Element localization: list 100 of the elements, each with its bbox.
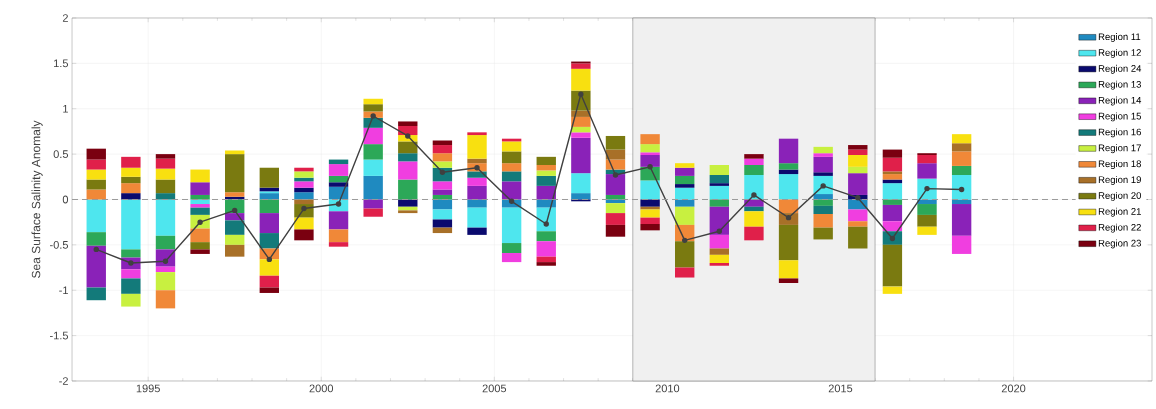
bar	[363, 199, 383, 209]
bar	[605, 174, 626, 195]
bar	[363, 127, 383, 145]
bar	[501, 253, 522, 263]
bar	[86, 179, 106, 190]
legend-label: Region 23	[1098, 239, 1141, 249]
bar	[328, 175, 349, 183]
bar	[882, 171, 903, 175]
x-tick-label: 1995	[136, 384, 160, 393]
bar	[467, 135, 487, 159]
bar	[155, 266, 176, 273]
bar	[225, 154, 245, 193]
bar	[86, 199, 106, 233]
bar	[813, 214, 833, 228]
point	[751, 192, 757, 198]
bar	[640, 155, 660, 167]
bar	[778, 199, 799, 214]
bar	[294, 171, 314, 178]
point	[335, 201, 342, 207]
point	[924, 185, 930, 192]
bar	[398, 199, 418, 207]
bar	[536, 262, 556, 266]
bar	[709, 254, 730, 264]
bar	[536, 231, 556, 242]
bar	[675, 267, 695, 278]
bar	[190, 249, 210, 254]
point	[370, 113, 376, 119]
bar	[155, 168, 176, 180]
bar	[571, 126, 591, 133]
bar	[848, 149, 868, 156]
bar	[744, 211, 764, 227]
point	[197, 219, 203, 225]
y-tick-label: -0.5	[50, 240, 69, 249]
bar	[190, 182, 210, 195]
point	[439, 169, 446, 175]
bar	[398, 161, 418, 180]
bar	[882, 204, 903, 222]
bar	[432, 227, 453, 234]
bar	[398, 153, 418, 162]
bar	[882, 149, 903, 158]
bar	[155, 290, 176, 309]
bar	[709, 183, 730, 186]
point	[578, 91, 584, 97]
bar	[744, 226, 764, 241]
bar	[259, 167, 280, 188]
bar	[467, 171, 487, 178]
bar	[121, 183, 141, 194]
bar	[882, 183, 903, 200]
bar	[432, 199, 453, 210]
bar	[259, 233, 280, 249]
bar	[467, 227, 487, 235]
point	[958, 186, 965, 193]
bar	[155, 193, 176, 200]
x-tick-label: 2015	[828, 384, 853, 393]
bar	[640, 144, 660, 153]
bar	[778, 163, 799, 170]
bar	[709, 165, 730, 175]
bar	[536, 170, 556, 176]
bar	[155, 179, 176, 194]
bar	[259, 287, 280, 293]
bar	[501, 141, 522, 152]
bar	[328, 229, 349, 243]
bar	[121, 176, 141, 184]
bar	[121, 278, 141, 294]
bar	[467, 199, 487, 208]
bar	[432, 145, 453, 154]
bar	[225, 192, 245, 197]
bar	[951, 143, 972, 152]
bar	[882, 244, 903, 287]
bar	[501, 181, 522, 200]
bar	[951, 235, 972, 254]
bar	[848, 155, 868, 167]
bar	[813, 199, 833, 206]
bar	[501, 151, 522, 164]
bar	[778, 278, 799, 283]
bar	[813, 172, 833, 176]
point	[682, 237, 688, 244]
bar	[536, 175, 556, 186]
legend-label: Region 19	[1098, 176, 1141, 185]
bar	[848, 209, 868, 222]
bar	[605, 135, 626, 150]
bar	[398, 179, 418, 200]
bar	[882, 199, 903, 205]
legend-label: Region 20	[1098, 191, 1142, 201]
bar	[86, 159, 106, 170]
bar	[605, 159, 626, 170]
point	[93, 246, 99, 253]
point	[716, 228, 723, 234]
bar	[917, 163, 937, 179]
bar	[951, 204, 972, 236]
bar	[328, 182, 349, 187]
bar	[432, 153, 453, 162]
point	[266, 256, 273, 263]
legend-label: Region 12	[1098, 48, 1141, 58]
bar	[294, 217, 314, 230]
x-tick-label: 2000	[309, 384, 334, 393]
point	[508, 198, 515, 205]
point	[474, 165, 480, 171]
bar	[917, 214, 937, 227]
bar	[294, 181, 314, 188]
